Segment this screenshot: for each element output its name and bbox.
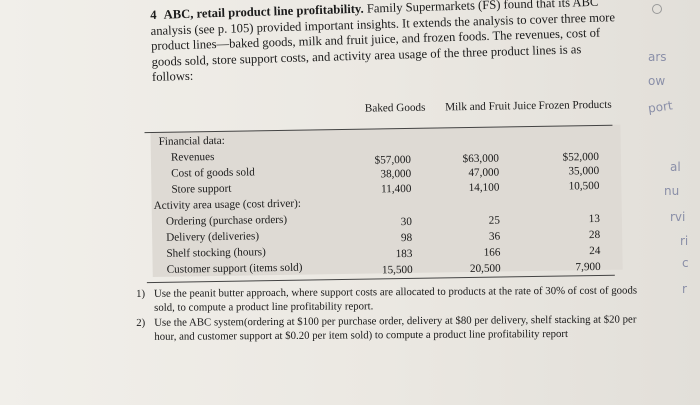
table-cell: $52,000 [562, 150, 600, 164]
column-header-milk-juice: Milk and Fruit Juice [445, 99, 537, 114]
section-heading-financial: Financial data: [158, 134, 225, 148]
table-cell: 183 [395, 247, 413, 261]
table-cell: 38,000 [380, 167, 412, 181]
table-cell: 36 [488, 230, 501, 243]
table-cell: 7,900 [575, 260, 601, 274]
column-header-frozen: Frozen Products [538, 98, 612, 112]
question-text: Use the peanit butter approach, where su… [153, 284, 638, 314]
table-cell: 28 [588, 228, 601, 242]
question-number: 2) [136, 316, 146, 329]
table-cell: 10,500 [568, 179, 600, 193]
table-cell: 25 [488, 214, 501, 227]
table-cell: 98 [400, 231, 413, 245]
margin-note: al [670, 160, 681, 174]
margin-note: ow [648, 74, 666, 88]
table-cell: 166 [483, 246, 501, 259]
table-cell: 47,000 [468, 166, 500, 180]
table-cell: 35,000 [568, 164, 600, 178]
table-cell: 30 [400, 215, 413, 229]
product-line-table: Baked Goods Milk and Fruit Juice Frozen … [144, 93, 623, 285]
table-cell: 24 [589, 244, 601, 258]
margin-note: r [682, 282, 687, 296]
row-label-delivery: Delivery (deliveries) [166, 230, 260, 244]
margin-note: port [647, 98, 674, 116]
section-heading-activity: Activity area usage (cost driver): [153, 197, 301, 212]
column-header-baked-goods: Baked Goods [364, 101, 426, 115]
question-text: Use the ABC system(ordering at $100 per … [154, 313, 637, 343]
margin-note: ars [648, 50, 667, 64]
row-label-cogs: Cost of goods sold [171, 166, 255, 180]
problem-number: 4 [150, 7, 157, 22]
table-cell: 13 [588, 212, 601, 226]
row-label-ordering: Ordering (purchase orders) [165, 213, 288, 228]
row-label-shelf-stocking: Shelf stocking (hours) [166, 246, 266, 260]
problem-statement: 4 ABC, retail product line profitability… [150, 0, 622, 85]
question-1: 1) Use the peanit butter approach, where… [130, 284, 650, 315]
question-number: 1) [135, 287, 146, 300]
table-cell: 11,400 [380, 182, 412, 196]
table-cell: $63,000 [462, 152, 500, 166]
row-label-customer-support: Customer support (items sold) [166, 261, 303, 276]
question-2: 2) Use the ABC system(ordering at $100 p… [130, 313, 650, 344]
row-label-store-support: Store support [171, 182, 232, 196]
question-list: 1) Use the peanit butter approach, where… [130, 284, 650, 346]
table-cell: 14,100 [468, 181, 500, 195]
table-cell: 15,500 [381, 263, 413, 277]
margin-note: rvi [670, 210, 686, 224]
margin-note: nu [664, 184, 680, 198]
margin-note: ri [680, 234, 689, 248]
table-cell: 20,500 [469, 262, 501, 275]
handwritten-mark [652, 4, 662, 14]
margin-note: c [682, 256, 689, 270]
row-label-revenues: Revenues [170, 150, 215, 164]
table-cell: $57,000 [374, 153, 412, 167]
